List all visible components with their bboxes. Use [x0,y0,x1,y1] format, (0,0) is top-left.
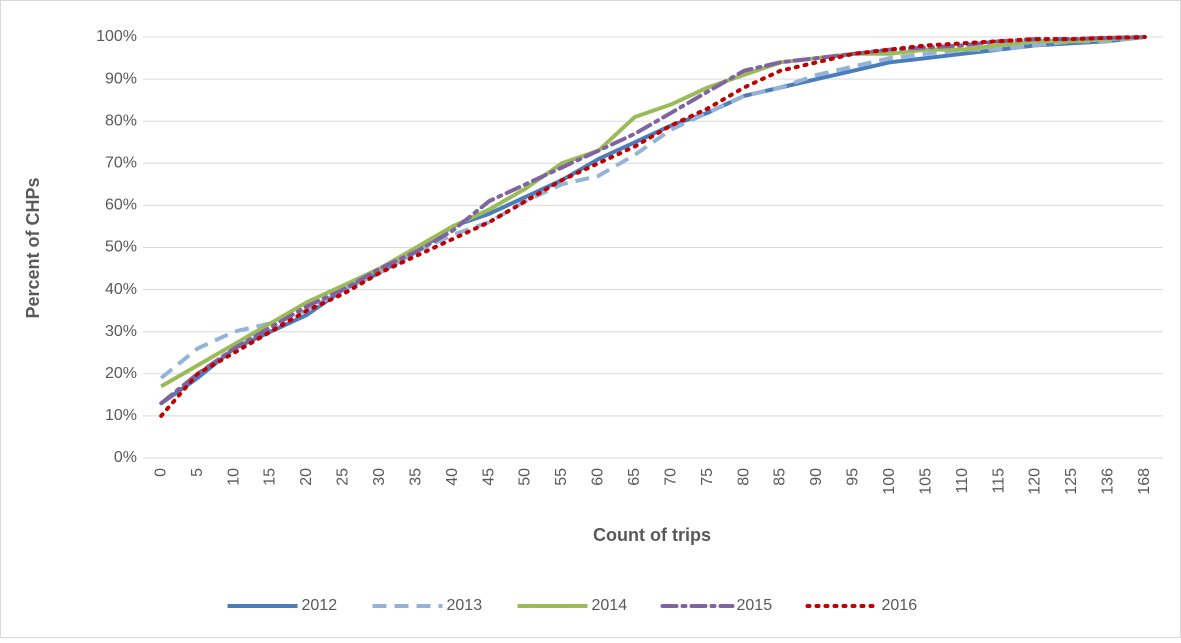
y-tick-label: 90% [105,70,137,87]
legend-label: 2013 [447,597,483,614]
y-tick-label: 50% [105,239,137,256]
legend-label: 2014 [592,597,628,614]
x-tick-label: 35 [407,468,424,486]
legend-label: 2016 [882,597,918,614]
legend-label: 2015 [737,597,773,614]
x-tick-label: 20 [298,468,315,486]
x-tick-label: 30 [371,468,388,486]
y-tick-label: 80% [105,112,137,129]
y-tick-label: 70% [105,155,137,172]
series-line [159,35,1147,418]
x-tick-label: 110 [954,468,971,494]
y-tick-label: 30% [105,323,137,340]
series-line [159,35,1147,406]
x-tick-label: 5 [189,468,206,477]
x-tick-label: 55 [553,468,570,486]
x-tick-label: 40 [444,468,461,486]
x-tick-label: 65 [626,468,643,486]
x-tick-label: 95 [845,468,862,486]
y-tick-label: 100% [96,28,137,45]
series-line [160,35,1145,389]
x-tick-label: 45 [480,468,497,486]
x-tick-label: 15 [262,468,279,486]
x-tick-label: 125 [1063,468,1080,495]
x-tick-label: 75 [699,468,716,486]
x-tick-label: 120 [1027,468,1044,495]
x-tick-label: 168 [1136,468,1153,495]
x-tick-label: 60 [590,468,607,486]
x-tick-label: 105 [917,468,934,495]
x-tick-label: 10 [225,468,242,486]
x-tick-label: 85 [772,468,789,486]
y-tick-label: 20% [105,365,137,382]
legend-label: 2012 [302,597,338,614]
y-tick-label: 10% [105,407,137,424]
x-tick-label: 70 [662,468,679,486]
x-tick-label: 100 [881,468,898,495]
y-axis-title: Percent of CHPs [23,177,43,318]
x-tick-label: 80 [735,468,752,486]
x-tick-label: 115 [990,468,1007,494]
y-tick-label: 0% [114,449,137,466]
x-tick-label: 90 [808,468,825,486]
x-tick-label: 136 [1100,468,1117,495]
x-axis-title: Count of trips [593,525,711,545]
y-tick-label: 40% [105,281,137,298]
y-tick-label: 60% [105,197,137,214]
x-tick-label: 25 [335,468,352,486]
x-tick-label: 0 [152,468,169,477]
x-tick-label: 50 [517,468,534,486]
